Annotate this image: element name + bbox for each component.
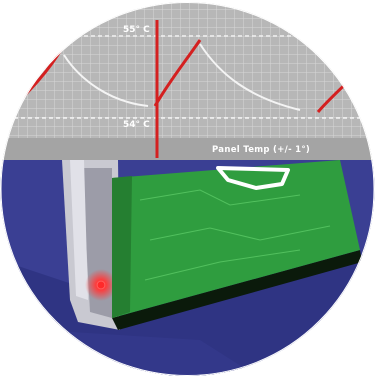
temperature-series-segment-2 [153, 39, 202, 107]
panel-frame-highlight [70, 160, 88, 300]
circuit-board-shade [112, 176, 132, 318]
circuit-board-surface [112, 160, 360, 318]
circuit-board-icon [112, 160, 362, 330]
caption-band [0, 138, 375, 160]
y-tick-label-low: 54° C [123, 120, 150, 130]
temperature-chart: 55° C 54° C Panel Temp (+/- 1°) [0, 2, 375, 160]
chart-grid [0, 2, 375, 160]
status-led-icon [97, 281, 105, 289]
circuit-trace [139, 189, 301, 206]
circuit-trace-3 [144, 249, 301, 281]
board-connector [216, 166, 290, 190]
y-tick-label-high: 55° C [123, 25, 150, 35]
circuit-trace-2 [149, 225, 331, 241]
circuit-board-edge [112, 250, 362, 330]
chart-caption: Panel Temp (+/- 1°) [212, 145, 310, 155]
enclosure-illustration [0, 160, 375, 376]
reference-curve-1 [63, 54, 149, 107]
reference-curve-2 [199, 43, 301, 111]
